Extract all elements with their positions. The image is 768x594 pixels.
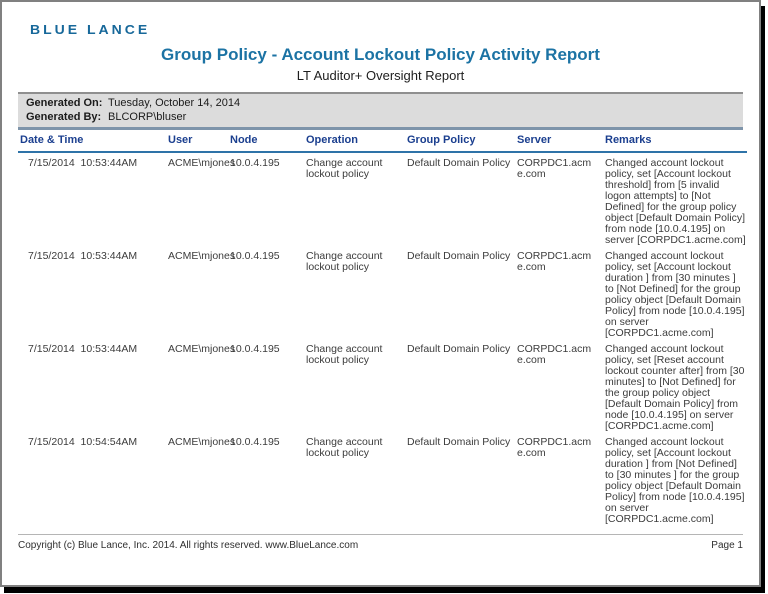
report-table-body: 7/15/2014 10:53:44AM ACME\mjones 10.0.4.…	[18, 152, 747, 525]
copyright-text: Copyright (c) Blue Lance, Inc. 2014. All…	[18, 540, 359, 551]
table-header-row: Date & Time User Node Operation Group Po…	[18, 131, 747, 153]
cell-remarks: Changed account lockout policy, set [Acc…	[605, 436, 745, 525]
generated-by-value: BLCORP\bluser	[108, 111, 187, 123]
cell-remarks: Changed account lockout policy, set [Res…	[605, 343, 745, 432]
cell-group-policy: Default Domain Policy	[407, 250, 511, 262]
cell-node: 10.0.4.195	[230, 250, 280, 262]
col-header-server: Server	[515, 131, 603, 153]
report-table: Date & Time User Node Operation Group Po…	[18, 131, 747, 525]
cell-user: ACME\mjones	[168, 250, 236, 262]
report-footer: Copyright (c) Blue Lance, Inc. 2014. All…	[18, 534, 743, 551]
col-header-group-policy: Group Policy	[405, 131, 515, 153]
cell-remarks: Changed account lockout policy, set [Acc…	[605, 250, 745, 339]
col-header-operation: Operation	[304, 131, 405, 153]
report-subtitle: LT Auditor+ Oversight Report	[296, 68, 465, 83]
cell-operation: Change account lockout policy	[306, 343, 383, 366]
table-row: 7/15/2014 10:54:54AM ACME\mjones 10.0.4.…	[18, 432, 747, 525]
page-number: Page 1	[711, 540, 743, 551]
col-header-date-time: Date & Time	[18, 131, 166, 153]
generated-by-row: Generated By: BLCORP\bluser	[18, 110, 743, 124]
col-header-user: User	[166, 131, 228, 153]
cell-user: ACME\mjones	[168, 436, 236, 448]
cell-user: ACME\mjones	[168, 343, 236, 355]
report-page: BLUE LANCE Group Policy - Account Lockou…	[0, 0, 761, 587]
cell-node: 10.0.4.195	[230, 157, 280, 169]
generated-on-value: Tuesday, October 14, 2014	[108, 97, 241, 109]
col-header-node: Node	[228, 131, 304, 153]
generated-by-label: Generated By:	[26, 111, 102, 123]
generated-on-label: Generated On:	[26, 97, 103, 109]
cell-date-time: 7/15/2014 10:53:44AM	[28, 250, 138, 262]
cell-operation: Change account lockout policy	[306, 436, 383, 459]
cell-server: CORPDC1.acme.com	[517, 343, 592, 366]
generated-on-row: Generated On: Tuesday, October 14, 2014	[18, 96, 743, 110]
report-title: Group Policy - Account Lockout Policy Ac…	[161, 45, 600, 64]
cell-server: CORPDC1.acme.com	[517, 157, 592, 180]
cell-operation: Change account lockout policy	[306, 157, 383, 180]
table-row: 7/15/2014 10:53:44AM ACME\mjones 10.0.4.…	[18, 339, 747, 432]
table-row: 7/15/2014 10:53:44AM ACME\mjones 10.0.4.…	[18, 246, 747, 339]
cell-group-policy: Default Domain Policy	[407, 436, 511, 448]
cell-group-policy: Default Domain Policy	[407, 343, 511, 355]
cell-node: 10.0.4.195	[230, 436, 280, 448]
cell-date-time: 7/15/2014 10:53:44AM	[28, 343, 138, 355]
table-row: 7/15/2014 10:53:44AM ACME\mjones 10.0.4.…	[18, 152, 747, 246]
cell-group-policy: Default Domain Policy	[407, 157, 511, 169]
cell-operation: Change account lockout policy	[306, 250, 383, 273]
generated-info-band: Generated On: Tuesday, October 14, 2014 …	[18, 92, 743, 130]
cell-server: CORPDC1.acme.com	[517, 250, 592, 273]
cell-server: CORPDC1.acme.com	[517, 436, 592, 459]
col-header-remarks: Remarks	[603, 131, 747, 153]
cell-user: ACME\mjones	[168, 157, 236, 169]
blue-lance-logo: BLUE LANCE	[30, 22, 151, 37]
cell-date-time: 7/15/2014 10:53:44AM	[28, 157, 138, 169]
cell-node: 10.0.4.195	[230, 343, 280, 355]
cell-date-time: 7/15/2014 10:54:54AM	[28, 436, 138, 448]
cell-remarks: Changed account lockout policy, set [Acc…	[605, 157, 746, 246]
